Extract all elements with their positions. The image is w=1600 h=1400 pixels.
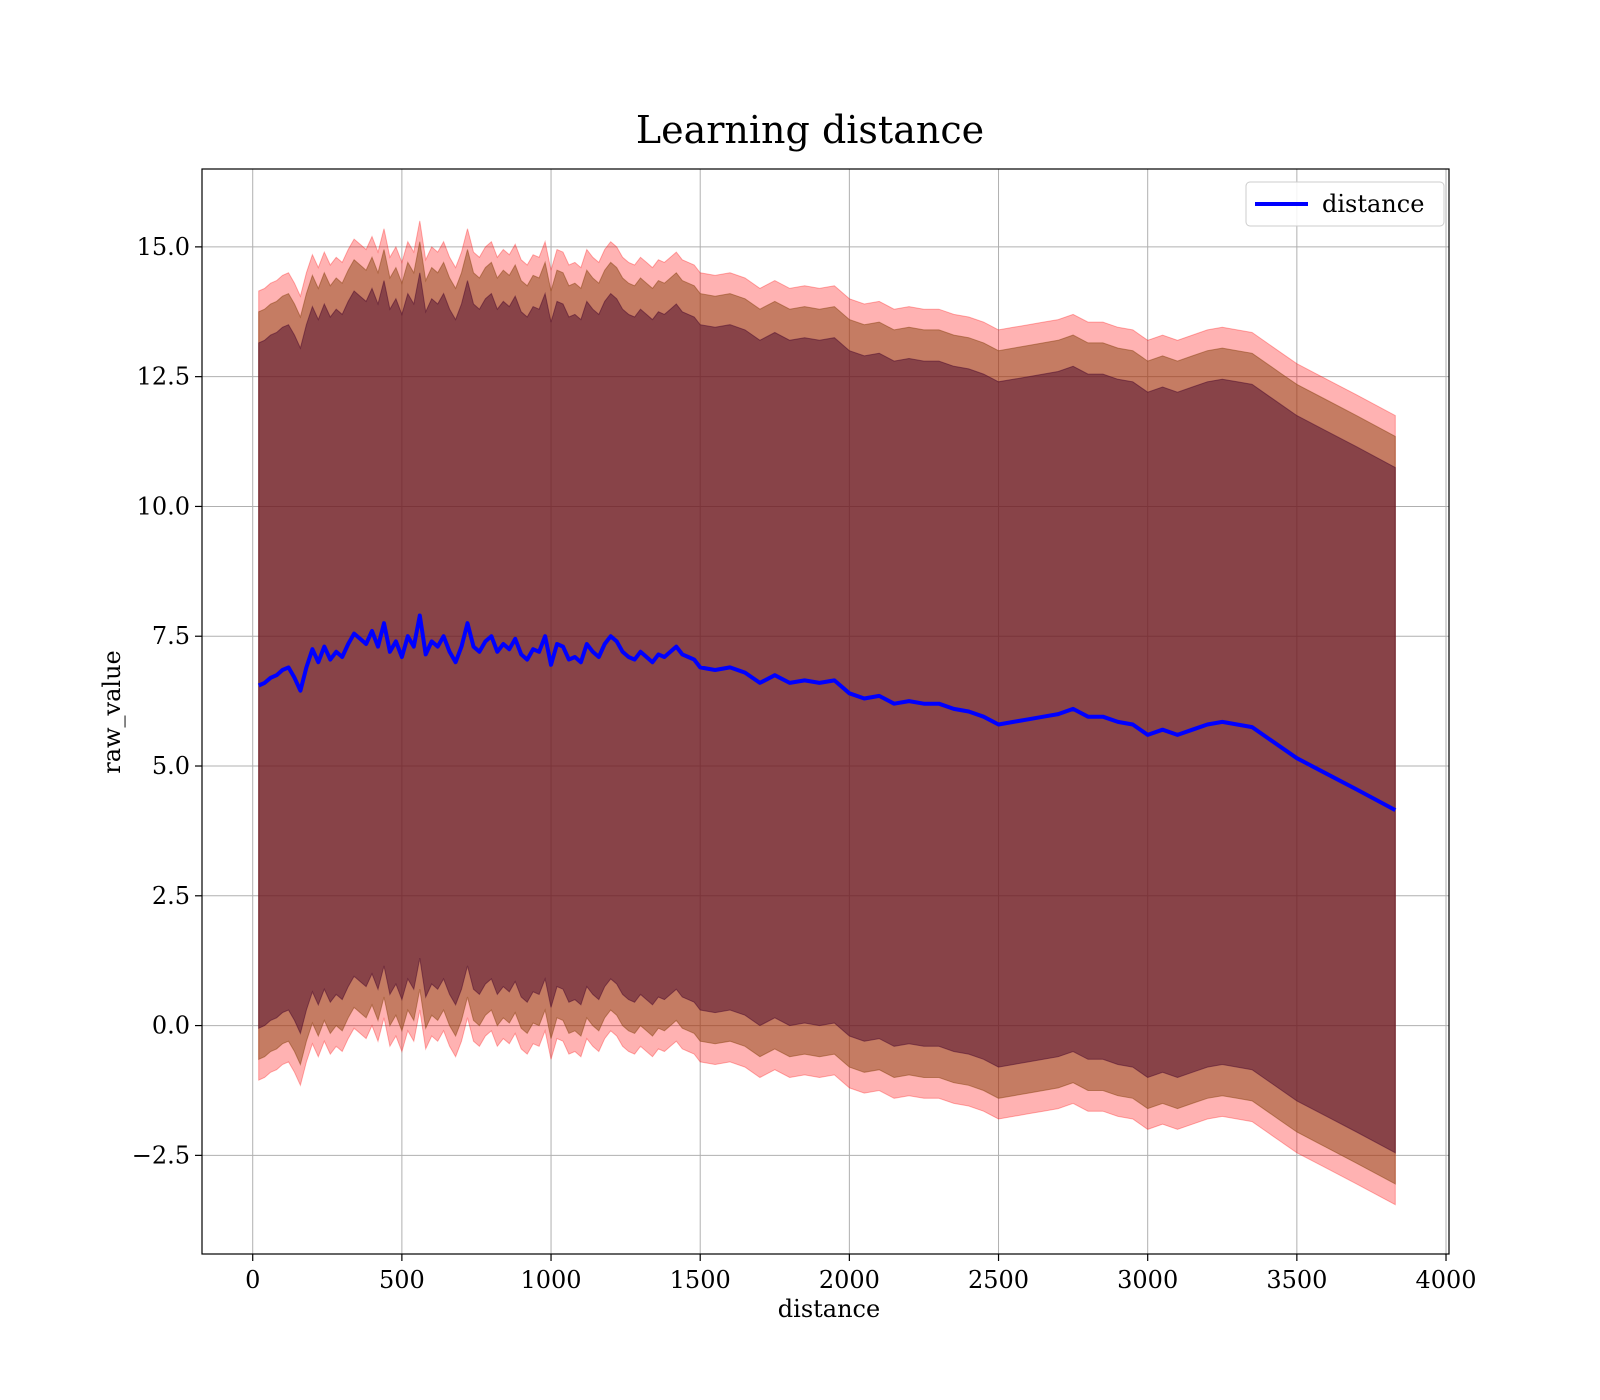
x-axis-label: distance [778,1295,880,1323]
y-axis-label: raw_value [98,650,126,774]
x-tick-label: 1500 [670,1266,731,1294]
y-tick-label: 0.0 [152,1012,190,1040]
x-tick-label: 3000 [1117,1266,1178,1294]
x-tick-label: 2500 [968,1266,1029,1294]
x-tick-label: 1000 [521,1266,582,1294]
plot-frame [201,168,1450,1255]
legend: distance [1245,181,1445,227]
tick-layer: 0 500 1000 1500 2000 2500 3000 3500 4000 −2.5 0.0 2… [132,233,1477,1294]
y-tick-label: 15.0 [137,233,190,261]
y-tick-label: 10.0 [137,492,190,520]
y-tick-label: 5.0 [152,752,190,780]
y-tick-label: 2.5 [152,882,190,910]
band-layer [258,220,1396,1206]
x-tick-label: 500 [379,1266,425,1294]
y-tick-label: 7.5 [152,622,190,650]
x-tick-label: 2000 [819,1266,880,1294]
chart-title: Learning distance [636,108,984,152]
y-tick-label: 12.5 [137,363,190,391]
y-tick-label: −2.5 [132,1141,190,1169]
x-tick-label: 3500 [1266,1266,1327,1294]
x-tick-label: 4000 [1415,1266,1476,1294]
x-tick-label: 0 [245,1266,260,1294]
band-inner [258,272,1396,1154]
legend-box [1245,181,1445,227]
legend-label-distance: distance [1322,190,1424,218]
series-line-distance [257,613,1397,812]
